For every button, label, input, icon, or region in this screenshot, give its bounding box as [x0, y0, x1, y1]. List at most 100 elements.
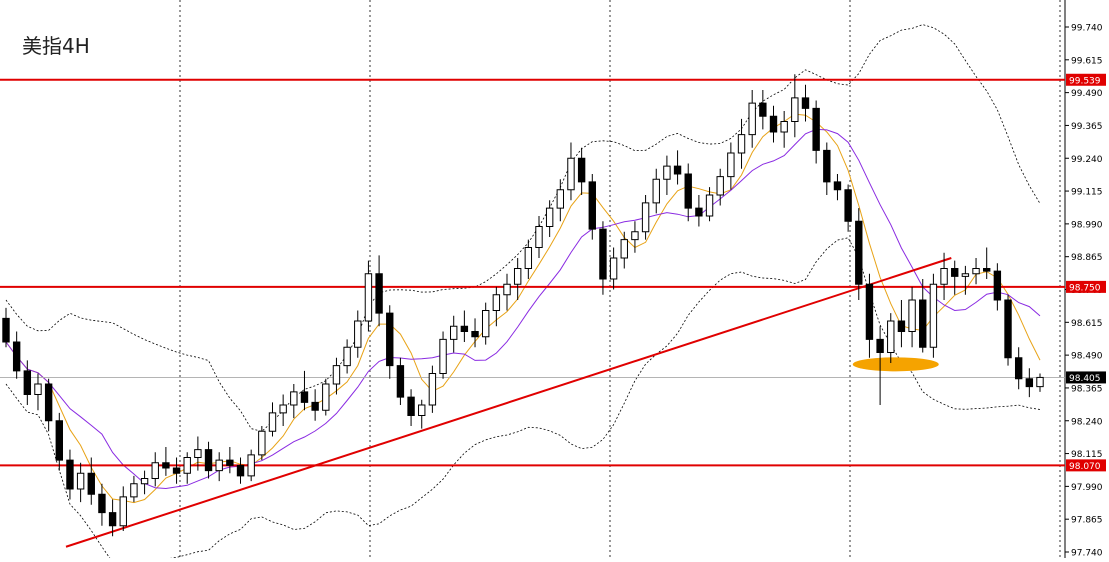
- candle-bearish: [577, 157, 586, 183]
- candle-bullish: [737, 134, 746, 154]
- candle-bullish: [567, 157, 575, 191]
- candle-bearish: [236, 464, 245, 477]
- candle-bearish: [588, 181, 596, 230]
- candle-bullish: [268, 412, 277, 432]
- candle-bullish: [641, 202, 650, 233]
- level-label-bg: [1066, 459, 1106, 472]
- candle-bearish: [66, 459, 74, 490]
- candle-bearish: [993, 270, 1002, 301]
- current-price-label-bg: [1066, 371, 1106, 384]
- chart-title: 美指4H: [22, 34, 90, 58]
- candle-bullish: [609, 257, 618, 280]
- candle-bearish: [87, 472, 95, 495]
- ma-fast-line: [5, 113, 1041, 504]
- candle-bearish: [386, 312, 394, 367]
- candle-bearish: [300, 391, 309, 403]
- candle-bearish: [759, 102, 767, 117]
- candle-bearish: [55, 420, 63, 461]
- candle-bearish: [460, 325, 469, 332]
- candle-bullish: [492, 294, 501, 311]
- candle-bullish: [748, 102, 756, 136]
- y-tick-label: 98.990: [1071, 220, 1103, 230]
- candle-bullish: [140, 478, 149, 485]
- candle-bullish: [620, 239, 628, 259]
- y-tick-label: 99.490: [1071, 89, 1103, 99]
- candle-bullish: [332, 365, 341, 385]
- candle-bullish: [503, 283, 511, 296]
- y-tick-label: 97.740: [1071, 549, 1103, 559]
- candle-bearish: [44, 383, 53, 422]
- candle-bullish: [780, 121, 788, 133]
- y-tick-label: 98.115: [1071, 450, 1103, 460]
- candle-bullish: [791, 97, 799, 122]
- candle-bullish: [354, 320, 362, 348]
- candle-bearish: [2, 317, 10, 343]
- candle-bullish: [76, 472, 85, 490]
- candle-bullish: [247, 454, 255, 477]
- candle-bullish: [258, 430, 266, 456]
- candle-bearish: [823, 149, 831, 183]
- candle-bearish: [695, 207, 703, 217]
- candle-bullish: [972, 268, 980, 275]
- level-label: 98.070: [1069, 462, 1101, 472]
- candle-bullish: [183, 457, 191, 474]
- candle-bullish: [535, 226, 543, 248]
- level-label-bg: [1066, 280, 1106, 293]
- candle-bearish: [865, 283, 874, 340]
- candle-bullish: [631, 231, 639, 241]
- candle-bullish: [908, 299, 916, 332]
- candle-bearish: [204, 449, 213, 472]
- bollinger-lower-band: [5, 237, 1041, 562]
- candle-bullish: [279, 404, 287, 414]
- candle-bullish: [524, 247, 533, 269]
- candle-bearish: [162, 462, 170, 469]
- y-tick-label: 99.615: [1071, 56, 1103, 66]
- candle-bullish: [481, 310, 490, 338]
- y-tick-label: 98.615: [1071, 319, 1103, 329]
- y-tick-label: 99.240: [1071, 155, 1103, 165]
- candle-bearish: [1025, 378, 1034, 388]
- y-tick-label: 98.240: [1071, 417, 1103, 427]
- candle-bearish: [1004, 299, 1012, 359]
- y-tick-label: 98.490: [1071, 352, 1103, 362]
- candle-bullish: [194, 449, 202, 458]
- candle-bullish: [151, 462, 159, 479]
- candle-bullish: [428, 373, 437, 406]
- candle-bearish: [897, 320, 906, 332]
- candle-bullish: [929, 283, 938, 348]
- y-tick-label: 98.865: [1071, 253, 1103, 263]
- candle-bearish: [375, 273, 383, 314]
- candle-bullish: [556, 189, 565, 209]
- candle-bearish: [108, 512, 117, 527]
- level-label: 99.539: [1069, 76, 1101, 86]
- candle-bullish: [418, 404, 426, 416]
- candle-bearish: [833, 181, 842, 191]
- y-tick-label: 99.365: [1071, 122, 1103, 132]
- candle-bearish: [1014, 357, 1023, 380]
- candle-bullish: [322, 383, 330, 411]
- candle-bullish: [34, 383, 42, 395]
- candle-bullish: [940, 268, 948, 285]
- candle-bearish: [599, 228, 607, 280]
- candle-bullish: [513, 268, 522, 285]
- y-tick-label: 98.365: [1071, 384, 1103, 394]
- candle-bearish: [951, 268, 959, 277]
- candle-bullish: [652, 178, 660, 204]
- candle-bearish: [311, 401, 319, 411]
- candle-bearish: [684, 173, 692, 209]
- candle-bullish: [290, 391, 298, 406]
- candle-bullish: [705, 194, 714, 217]
- candle-bearish: [98, 493, 106, 514]
- candle-bearish: [471, 331, 479, 338]
- candle-bearish: [844, 189, 852, 222]
- candle-bullish: [961, 273, 970, 277]
- candle-bearish: [801, 97, 810, 109]
- candle-bearish: [12, 341, 21, 372]
- candle-bullish: [663, 165, 671, 180]
- candle-bullish: [1036, 376, 1044, 388]
- candle-bullish: [343, 346, 351, 367]
- y-tick-label: 99.740: [1071, 24, 1103, 34]
- candle-bullish: [130, 483, 138, 498]
